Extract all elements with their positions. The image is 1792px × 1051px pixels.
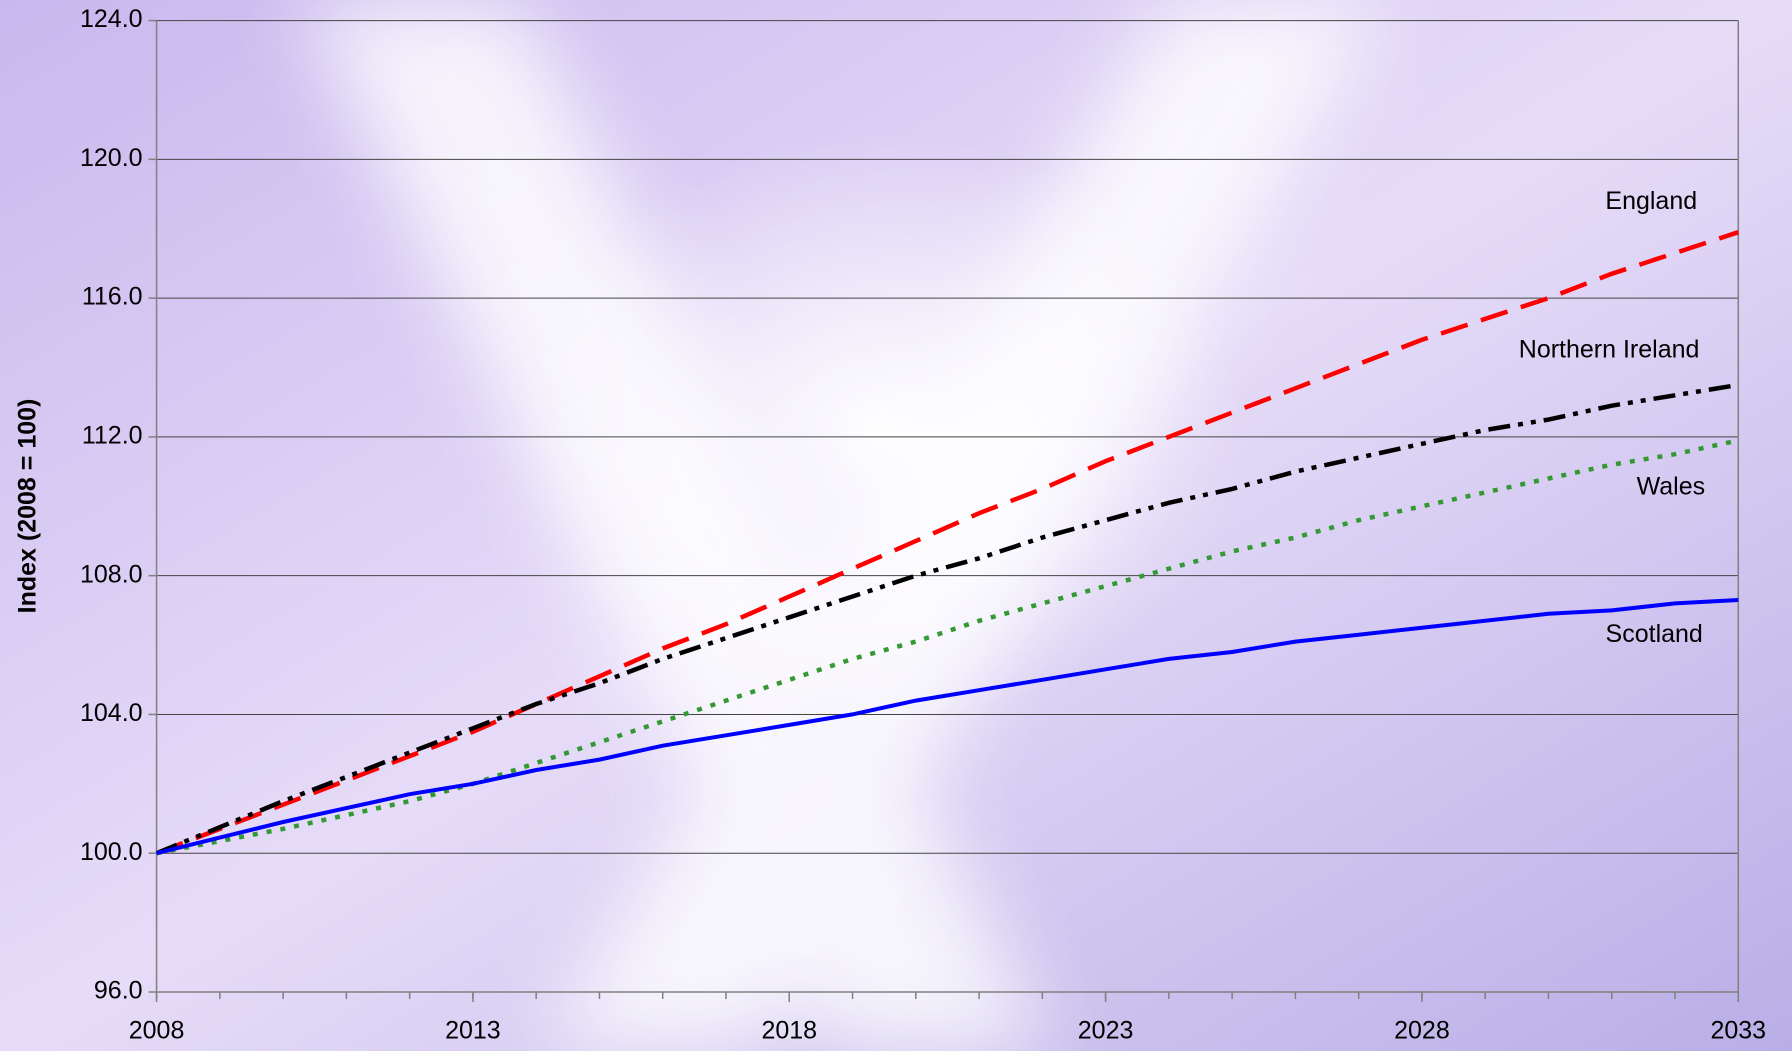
y-tick-label: 108.0: [80, 560, 143, 588]
x-tick-label: 2008: [129, 1017, 185, 1045]
series-label: England: [1605, 187, 1697, 215]
x-tick-label: 2023: [1078, 1017, 1134, 1045]
y-tick-label: 96.0: [94, 977, 143, 1005]
series-line: [155, 230, 1740, 856]
y-tick-label: 104.0: [80, 699, 143, 727]
y-axis-label: Index (2008 = 100): [14, 399, 42, 614]
background-glow: [360, 50, 1400, 890]
series-line: [155, 382, 1739, 856]
x-tick-label: 2013: [445, 1017, 501, 1045]
series-line: [156, 598, 1739, 856]
y-tick-label: 112.0: [82, 422, 143, 450]
x-tick-label: 2033: [1710, 1017, 1766, 1045]
x-tick-label: 2028: [1394, 1017, 1450, 1045]
series-label: Scotland: [1606, 620, 1703, 648]
x-tick-label: 2018: [761, 1017, 817, 1045]
series-label: Northern Ireland: [1519, 335, 1700, 363]
series-label: Wales: [1637, 473, 1706, 501]
y-tick-label: 100.0: [80, 838, 143, 866]
y-tick-label: 120.0: [80, 144, 143, 172]
y-tick-label: 124.0: [80, 5, 143, 33]
y-tick-label: 116.0: [82, 283, 143, 311]
series-line: [156, 438, 1739, 856]
